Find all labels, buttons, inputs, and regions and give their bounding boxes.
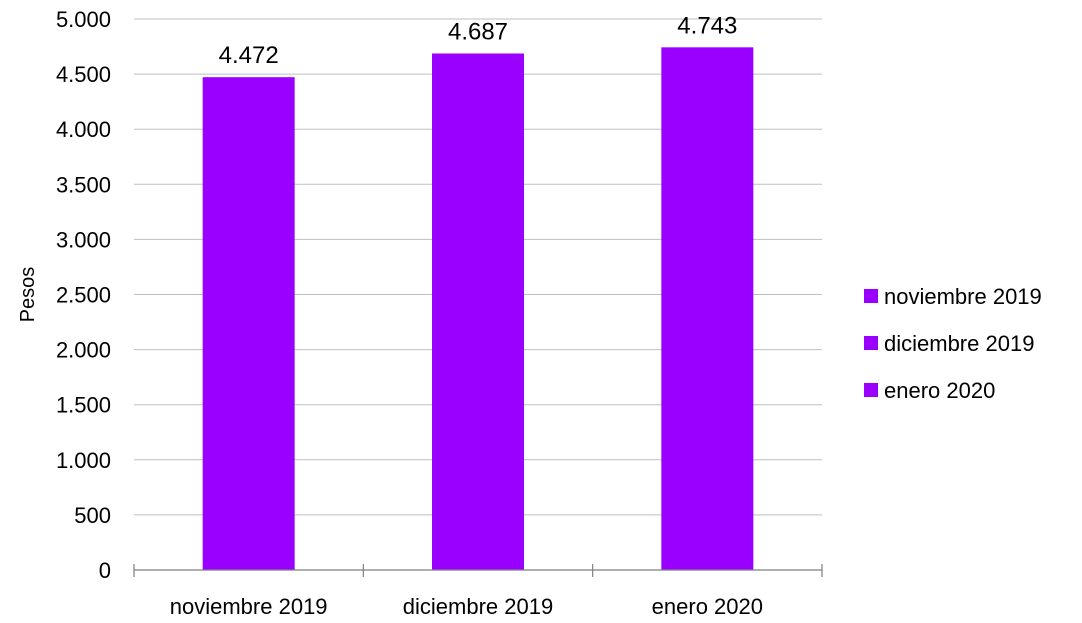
y-tick-label: 2.000 — [56, 338, 111, 363]
y-tick-label: 2.500 — [56, 283, 111, 308]
y-axis-title: Pesos — [17, 267, 39, 323]
x-category-label: noviembre 2019 — [170, 594, 328, 618]
x-axis-category-labels: noviembre 2019 diciembre 2019 enero 2020 — [170, 594, 763, 619]
legend-swatch — [864, 383, 878, 397]
data-label: 4.472 — [219, 42, 279, 69]
bar — [432, 53, 524, 570]
y-tick-label: 5.000 — [56, 7, 111, 32]
bar — [661, 47, 754, 570]
data-label: 4.743 — [677, 12, 737, 39]
bars — [202, 47, 754, 570]
legend-swatch — [864, 289, 878, 303]
y-tick-label: 0 — [99, 558, 111, 583]
bar — [202, 77, 295, 570]
y-tick-label: 3.500 — [56, 172, 111, 197]
y-tick-label: 4.000 — [56, 117, 111, 142]
y-tick-label: 1.500 — [56, 393, 111, 418]
y-tick-label: 4.500 — [56, 62, 111, 87]
legend-label: noviembre 2019 — [884, 284, 1042, 309]
data-labels: 4.472 4.687 4.743 — [219, 12, 738, 69]
y-tick-label: 1.000 — [56, 448, 111, 473]
y-tick-label: 500 — [74, 503, 111, 528]
legend-label: diciembre 2019 — [884, 331, 1034, 356]
legend-label: enero 2020 — [884, 378, 995, 403]
y-axis-ticks: 0 500 1.000 1.500 2.000 2.500 3.000 3.500 4.000 4… — [56, 7, 111, 583]
y-tick-label: 3.000 — [56, 227, 111, 252]
legend-swatch — [864, 336, 878, 350]
legend: noviembre 2019 diciembre 2019 enero 2020 — [864, 284, 1042, 403]
data-label: 4.687 — [448, 18, 508, 45]
x-axis — [133, 564, 823, 577]
x-category-label: enero 2020 — [652, 594, 763, 618]
x-category-label: diciembre 2019 — [403, 594, 553, 618]
